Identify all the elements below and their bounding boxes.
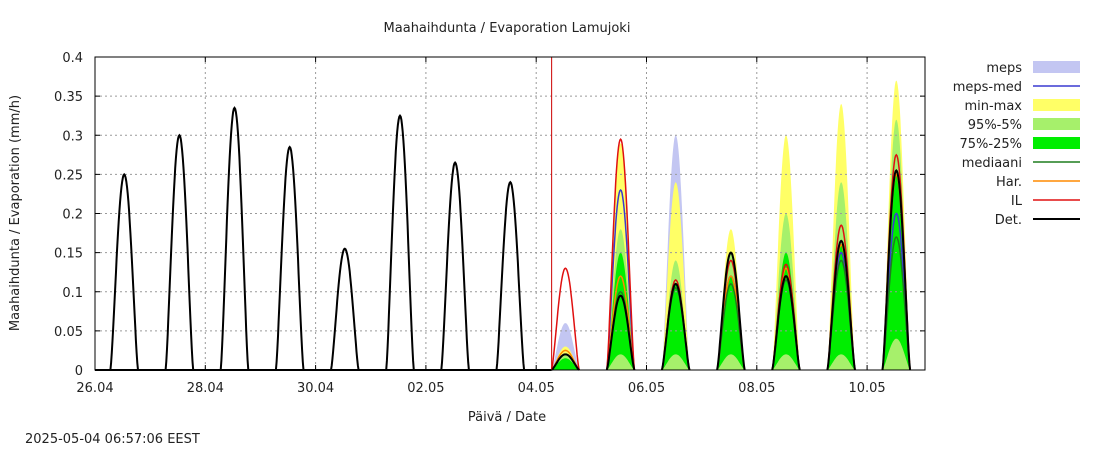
legend-label-meps: meps xyxy=(986,61,1022,76)
line-det-day-1 xyxy=(605,294,636,371)
legend-label-il: IL xyxy=(1011,194,1023,209)
legend-label-meps-med: meps-med xyxy=(953,80,1022,95)
x-tick-label: 28.04 xyxy=(187,381,224,396)
legend-label-det: Det. xyxy=(995,213,1022,228)
x-tick-label: 30.04 xyxy=(297,381,334,396)
line-meps-med-day-1 xyxy=(606,188,636,371)
y-tick-label: 0.1 xyxy=(62,286,83,301)
legend-swatch-minmax xyxy=(1033,99,1080,111)
y-tick-label: 0.4 xyxy=(62,51,83,66)
line-det-day-4 xyxy=(771,274,801,371)
line-observed-day-0 xyxy=(109,172,139,371)
band-p75-25-day-2 xyxy=(661,283,690,370)
series-lines xyxy=(95,106,912,371)
line-har-day-1 xyxy=(606,275,636,371)
grid-lines xyxy=(95,57,925,370)
legend-swatch-meps xyxy=(1033,61,1080,73)
forecast-bands xyxy=(551,80,911,371)
x-tick-label: 26.04 xyxy=(76,381,113,396)
legend-swatch-p75-25 xyxy=(1033,137,1080,149)
y-tick-label: 0.05 xyxy=(54,325,83,340)
y-tick-label: 0 xyxy=(75,364,83,379)
y-axis-ticks: 0 0.05 0.1 0.15 0.2 0.25 0.3 0.35 0.4 xyxy=(54,51,925,379)
line-observed-day-5 xyxy=(385,113,415,371)
line-det-day-2 xyxy=(660,282,691,371)
band-p75-25-day-4 xyxy=(772,252,800,370)
timestamp: 2025-05-04 06:57:06 EEST xyxy=(25,432,200,447)
line-det-day-6 xyxy=(881,168,912,371)
legend-label-p75-25: 75%-25% xyxy=(960,137,1022,152)
band-p75-25-day-0 xyxy=(551,358,580,370)
line-observed-day-3 xyxy=(274,145,305,371)
line-det-day-3 xyxy=(716,251,746,371)
x-tick-label: 06.05 xyxy=(628,381,665,396)
y-tick-label: 0.15 xyxy=(54,247,83,262)
legend-label-mediaani: mediaani xyxy=(962,156,1022,171)
band-p75-25-day-6 xyxy=(882,174,911,370)
x-tick-label: 02.05 xyxy=(407,381,444,396)
line-observed-day-4 xyxy=(330,247,360,371)
line-observed-day-7 xyxy=(495,180,526,371)
x-tick-label: 08.05 xyxy=(738,381,775,396)
band-p75-25-day-3 xyxy=(717,276,745,370)
band-p75-25-day-1 xyxy=(606,252,635,370)
y-tick-label: 0.35 xyxy=(54,90,83,105)
line-det-day-5 xyxy=(826,239,856,371)
x-axis-label: Päivä / Date xyxy=(468,410,546,425)
y-tick-label: 0.2 xyxy=(62,208,83,223)
line-observed-day-2 xyxy=(219,106,250,371)
legend-label-minmax: min-max xyxy=(964,99,1022,114)
legend-label-har: Har. xyxy=(996,175,1022,190)
x-axis-ticks: 26.04 28.04 30.04 02.05 04.05 06.05 08.05 10.05 xyxy=(76,57,886,396)
band-p75-25-day-5 xyxy=(827,244,855,370)
y-tick-label: 0.3 xyxy=(62,129,83,144)
line-observed-day-6 xyxy=(440,160,470,371)
legend: meps meps-med min-max 95%-5% 75%-25% mediaani… xyxy=(953,61,1080,228)
y-axis-label: Maahaihdunta / Evaporation (mm/h) xyxy=(8,95,23,331)
line-det-day-0 xyxy=(550,353,580,371)
x-tick-label: 10.05 xyxy=(848,381,885,396)
line-mediaani-day-3 xyxy=(716,283,746,371)
line-il-day-0 xyxy=(550,267,580,371)
line-mediaani-day-6 xyxy=(881,236,911,371)
line-il-day-1 xyxy=(606,137,636,371)
legend-label-p95-5: 95%-5% xyxy=(968,118,1022,133)
chart-title: Maahaihdunta / Evaporation Lamujoki xyxy=(384,21,631,36)
line-observed-day-1 xyxy=(164,133,195,371)
y-tick-label: 0.25 xyxy=(54,168,83,183)
x-tick-label: 04.05 xyxy=(518,381,555,396)
legend-swatch-p95-5 xyxy=(1033,118,1080,130)
